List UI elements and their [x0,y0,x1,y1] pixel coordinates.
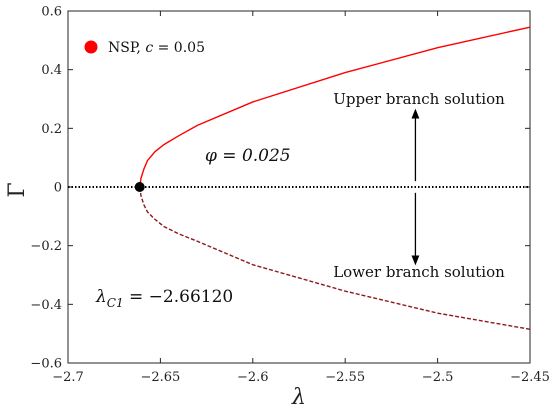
lower-branch-line [139,186,531,330]
y-axis-label: Γ [5,182,30,197]
critical-point-marker [134,182,145,192]
y-tick-label: −0.4 [30,298,62,313]
y-tick-label: 0.6 [41,5,62,20]
x-tick-label: −2.65 [140,370,180,385]
y-tick-label: 0 [54,181,62,196]
axis-ticks: −2.7 −2.65 −2.6 −2.55 −2.5 −2.45 −0.6 −0.4 −0.2 0… [30,5,550,386]
lower-branch-label: Lower branch solution [333,263,505,281]
y-tick-label: −0.6 [30,357,62,372]
x-tick-label: −2.7 [52,370,84,385]
y-tick-label: 0.2 [41,122,62,137]
upper-branch-label: Upper branch solution [333,90,505,108]
x-tick-label: −2.45 [510,370,550,385]
x-tick-label: −2.5 [422,370,454,385]
x-tick-label: −2.6 [237,370,269,385]
upper-branch-line [139,26,531,188]
legend-marker [84,40,98,54]
lambda-c1-annotation: λC1 = −2.66120 [95,287,233,310]
x-axis-label: λ [291,385,306,410]
y-tick-label: −0.2 [30,239,62,254]
y-tick-label: 0.4 [41,63,62,78]
legend-label: NSP, c = 0.05 [108,40,205,56]
x-tick-label: −2.55 [325,370,365,385]
series-layer [68,26,531,330]
phi-annotation: φ = 0.025 [205,146,291,166]
legend: NSP, c = 0.05 [84,40,205,56]
